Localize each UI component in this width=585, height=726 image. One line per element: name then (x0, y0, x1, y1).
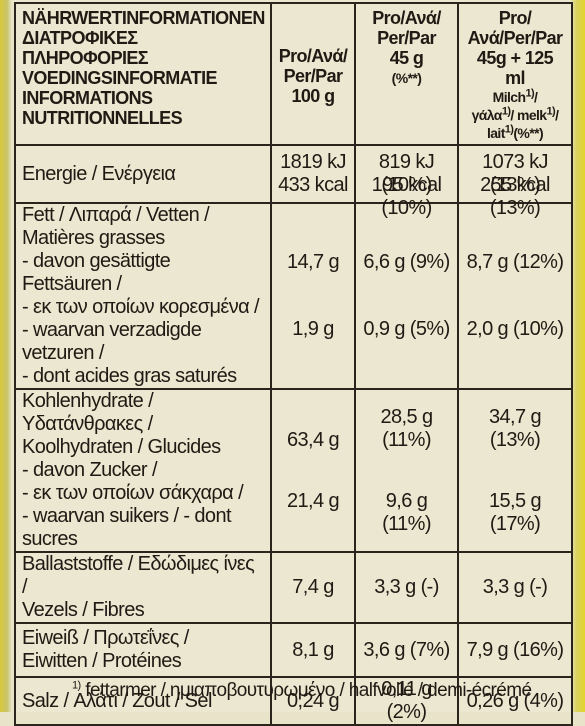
protein-milk: 7,9 g (16%) (457, 622, 573, 678)
table-header-row: NÄHRWERTINFORMATIONEN ΔΙΑΤΡΟΦΙΚΕΣ ΠΛΗΡΟΦ… (14, 2, 573, 146)
energy-label: Energie / Ενέργεια (14, 144, 272, 204)
header-line: Pro/Ανά/Per/Par (467, 8, 563, 48)
header-line: Per/Par (377, 28, 436, 48)
protein-per45: 3,6 g (7%) (354, 622, 459, 678)
header-per100-cell: Pro/Ανά/ Per/Par 100 g (270, 2, 356, 146)
header-line: 100 g (291, 86, 335, 106)
fat-row: Fett / Λιπαρά / Vetten / Matières grasse… (14, 202, 573, 390)
footnote: 1) fettarmer / ημιαποβουτυρωμένο / halfv… (72, 679, 532, 702)
energy-per45: 819 kJ (10%) 195 kcal (10%) (354, 144, 459, 219)
milk-line: lait1)(%**) (486, 123, 544, 141)
fat-per45: 6,6 g (9%) 0,9 g (5%) (354, 202, 459, 390)
carbs-per100: 63,4 g 21,4 g (270, 388, 356, 553)
milk-line: γάλα1)/ melk1)/ (471, 105, 559, 123)
protein-per100: 8,1 g (270, 622, 356, 678)
fibre-per45: 3,3 g (-) (354, 551, 459, 624)
milk-line: Milch1)/ (492, 87, 538, 105)
title-line: VOEDINGSINFORMATIE (22, 68, 217, 88)
fat-label: Fett / Λιπαρά / Vetten / Matières grasse… (14, 202, 272, 390)
title-line: ΔΙΑΤΡΟΦΙΚΕΣ ΠΛΗΡΟΦΟΡΙΕΣ (22, 28, 149, 68)
packaging-edge-right (569, 0, 585, 712)
fibre-milk: 3,3 g (-) (457, 551, 573, 624)
header-line: Pro/Ανά/ (372, 8, 441, 28)
fat-per100: 14,7 g 1,9 g (270, 202, 356, 390)
header-line: Pro/Ανά/ (278, 46, 348, 66)
nutrition-label: NÄHRWERTINFORMATIONEN ΔΙΑΤΡΟΦΙΚΕΣ ΠΛΗΡΟΦ… (14, 0, 573, 726)
title-line: NÄHRWERTINFORMATIONEN (22, 8, 265, 28)
carbs-label: Kohlenhydrate / Υδατάνθρακες / Koolhydra… (14, 388, 272, 553)
packaging-edge-left (0, 0, 12, 712)
fat-milk: 8,7 g (12%) 2,0 g (10%) (457, 202, 573, 390)
header-line: Per/Par (283, 66, 343, 86)
header-per45-cell: Pro/Ανά/ Per/Par 45 g (%**) (354, 2, 459, 146)
carbs-milk: 34,7 g (13%) 15,5 g (17%) (457, 388, 573, 553)
title-line: INFORMATIONS (22, 88, 153, 108)
header-line: (%**) (391, 70, 422, 86)
title-line: NUTRITIONNELLES (22, 108, 183, 128)
energy-row: Energie / Ενέργεια 1819 kJ 433 kcal 819 k… (14, 144, 573, 219)
carbs-row: Kohlenhydrate / Υδατάνθρακες / Koolhydra… (14, 388, 573, 553)
protein-label: Eiweiß / Πρωτεΐνες / Eiwitten / Protéines (14, 622, 272, 678)
footnote-mark: 1) (72, 679, 81, 692)
energy-per100: 1819 kJ 433 kcal (270, 144, 356, 204)
header-milk-cell: Pro/Ανά/Per/Par 45g + 125 ml Milch1)/ γά… (457, 2, 573, 146)
fibre-per100: 7,4 g (270, 551, 356, 624)
energy-milk: 1073 kJ (13%) 255 kcal (13%) (457, 144, 573, 219)
nutrition-table: NÄHRWERTINFORMATIONEN ΔΙΑΤΡΟΦΙΚΕΣ ΠΛΗΡΟΦ… (14, 2, 573, 726)
carbs-per45: 28,5 g (11%) 9,6 g (11%) (354, 388, 459, 553)
fibre-row: Ballaststoffe / Εδώδιμες ίνες / Vezels / … (14, 551, 573, 624)
header-line: 45 g (389, 48, 424, 68)
header-title-cell: NÄHRWERTINFORMATIONEN ΔΙΑΤΡΟΦΙΚΕΣ ΠΛΗΡΟΦ… (14, 2, 272, 146)
footnote-text: fettarmer / ημιαποβουτυρωμένο / halfvoll… (85, 680, 532, 701)
fibre-label: Ballaststoffe / Εδώδιμες ίνες / Vezels / … (14, 551, 272, 624)
header-line: 45g + 125 ml (476, 48, 554, 88)
protein-row: Eiweiß / Πρωτεΐνες / Eiwitten / Protéines… (14, 622, 573, 678)
